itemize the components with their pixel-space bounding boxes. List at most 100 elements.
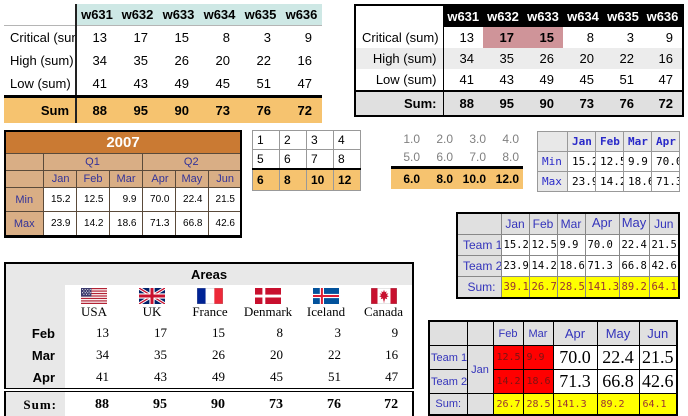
data-cell: 16 bbox=[385, 347, 399, 362]
column-header: Apr bbox=[651, 131, 680, 152]
row-label: Min bbox=[537, 151, 568, 172]
sum-cell: 90 bbox=[158, 95, 199, 123]
country-header: Iceland bbox=[306, 304, 346, 319]
sum-cell: 72 bbox=[281, 95, 322, 123]
column-header: w632 bbox=[483, 5, 523, 27]
month-header: Mar bbox=[108, 170, 143, 188]
row-label: Critical (sum) bbox=[355, 27, 444, 48]
table-row: Jan Feb Mar Apr May Jun bbox=[4, 170, 242, 188]
data-cell: 9 bbox=[304, 30, 312, 45]
corner-cell bbox=[5, 304, 65, 322]
sum-cell: 8.0 bbox=[424, 166, 457, 189]
sum-row: 6 8 10 12 bbox=[252, 168, 361, 191]
data-cell: 8 bbox=[333, 149, 361, 170]
sum-cell: 76 bbox=[240, 95, 281, 123]
column-header: w633 bbox=[523, 5, 563, 27]
data-cell: 18.6 bbox=[623, 171, 652, 192]
data-cell: 71.3 bbox=[141, 211, 176, 237]
data-cell: 47 bbox=[385, 369, 399, 384]
country-header: USA bbox=[80, 304, 107, 319]
data-cell: 14.2 bbox=[528, 255, 558, 277]
data-cell: 9.9 bbox=[623, 151, 652, 172]
table-row: w631 w632 w633 w634 w635 w636 bbox=[355, 5, 683, 27]
data-cell: 15.2 bbox=[42, 187, 77, 212]
sum-cell: 88 bbox=[443, 90, 483, 116]
corner-cell bbox=[5, 285, 65, 304]
data-cell: 66.8 bbox=[596, 369, 640, 394]
data-cell: 8 bbox=[222, 30, 230, 45]
data-cell: 45 bbox=[215, 76, 230, 91]
data-cell: 26 bbox=[174, 53, 189, 68]
table-title: 2007 bbox=[4, 130, 242, 154]
styled-teams-table: Feb Mar Apr May Jun Team 1 Jan 12.5 9.9 … bbox=[428, 320, 678, 416]
data-cell: 5 bbox=[252, 149, 280, 170]
column-header: Jan bbox=[567, 131, 596, 152]
data-cell: 70.0 bbox=[651, 151, 680, 172]
data-cell: 34 bbox=[96, 347, 109, 362]
data-cell: 9.9 bbox=[108, 187, 143, 212]
table-row: Team 2 14.2 18.6 71.3 66.8 42.6 bbox=[428, 369, 678, 394]
month-header: Feb bbox=[75, 170, 110, 188]
data-cell: 3 bbox=[306, 130, 334, 150]
table-row: Critical (sum) 13 17 15 8 3 9 bbox=[4, 25, 322, 49]
data-cell: 42.6 bbox=[648, 255, 680, 277]
data-cell: 6.0 bbox=[436, 150, 453, 164]
sum-cell: 89.2 bbox=[596, 393, 640, 416]
data-cell: 14.2 bbox=[595, 171, 624, 192]
corner-cell bbox=[466, 320, 494, 346]
data-cell: 22.4 bbox=[618, 234, 650, 256]
data-cell: 2.0 bbox=[436, 132, 453, 146]
table-row: High (sum) 34 35 26 20 22 16 bbox=[355, 48, 683, 69]
data-cell: 16 bbox=[643, 48, 683, 69]
month-header: Apr bbox=[141, 170, 176, 188]
sum-cell: 6 bbox=[252, 168, 280, 191]
data-cell: 15 bbox=[174, 30, 189, 45]
column-header: Mar bbox=[522, 320, 554, 346]
row-label: Team 1 bbox=[428, 345, 468, 370]
row-label: Max bbox=[537, 171, 568, 192]
sum-cell: 72 bbox=[355, 388, 414, 416]
data-cell: 13 bbox=[96, 325, 109, 340]
data-cell: 7 bbox=[306, 149, 334, 170]
sum-cell: 90 bbox=[181, 388, 239, 416]
sum-cell: 141.3 bbox=[584, 276, 620, 299]
column-header: Feb bbox=[595, 131, 624, 152]
data-cell: 45 bbox=[270, 369, 283, 384]
data-cell: 2 bbox=[279, 130, 307, 150]
table-row: 1.0 2.0 3.0 4.0 bbox=[391, 130, 523, 148]
year-2007-table: 2007 Q1 Q2 Jan Feb Mar Apr May Jun Min 15.2 12… bbox=[4, 130, 242, 238]
country-header: Denmark bbox=[243, 304, 293, 319]
table-title: Areas bbox=[5, 263, 414, 285]
data-cell: 43 bbox=[133, 76, 148, 91]
france-flag-icon bbox=[181, 285, 239, 304]
sum-cell: 64.1 bbox=[648, 276, 680, 299]
data-cell: 13 bbox=[92, 30, 107, 45]
table-row: Team 1 Jan 12.5 9.9 70.0 22.4 21.5 bbox=[428, 345, 678, 394]
sum-cell: 64.1 bbox=[638, 393, 678, 416]
sum-row: Sum: 39.1 26.7 28.5 141.3 89.2 64.1 bbox=[456, 276, 680, 299]
data-cell: 51 bbox=[619, 72, 634, 87]
data-cell: 7.0 bbox=[469, 150, 486, 164]
row-label: Min bbox=[4, 187, 44, 212]
sum-cell: 76 bbox=[603, 90, 643, 116]
data-cell: 8 bbox=[586, 30, 594, 45]
table-row: 2007 bbox=[4, 130, 242, 154]
sum-label: Sum: bbox=[5, 388, 65, 416]
column-header: Mar bbox=[623, 131, 652, 152]
sum-cell: 39.1 bbox=[500, 276, 530, 299]
teams-sum-table: Jan Feb Mar Apr May Jun Team 1 15.2 12.5 9… bbox=[456, 212, 680, 299]
data-cell: 70.0 bbox=[141, 187, 176, 212]
uk-flag-icon bbox=[123, 285, 181, 304]
data-cell: 66.8 bbox=[174, 211, 209, 237]
table-row: Mar 34 35 26 20 22 16 bbox=[5, 344, 413, 366]
data-cell: 70.0 bbox=[552, 345, 598, 370]
sum-cell: 12 bbox=[333, 168, 361, 191]
quarter-header: Q1 bbox=[42, 153, 143, 171]
data-cell: 49 bbox=[539, 72, 554, 87]
table-row: Jan Feb Mar Apr bbox=[537, 131, 680, 152]
sum-cell: 28.5 bbox=[556, 276, 586, 299]
column-header: Apr bbox=[552, 320, 598, 346]
